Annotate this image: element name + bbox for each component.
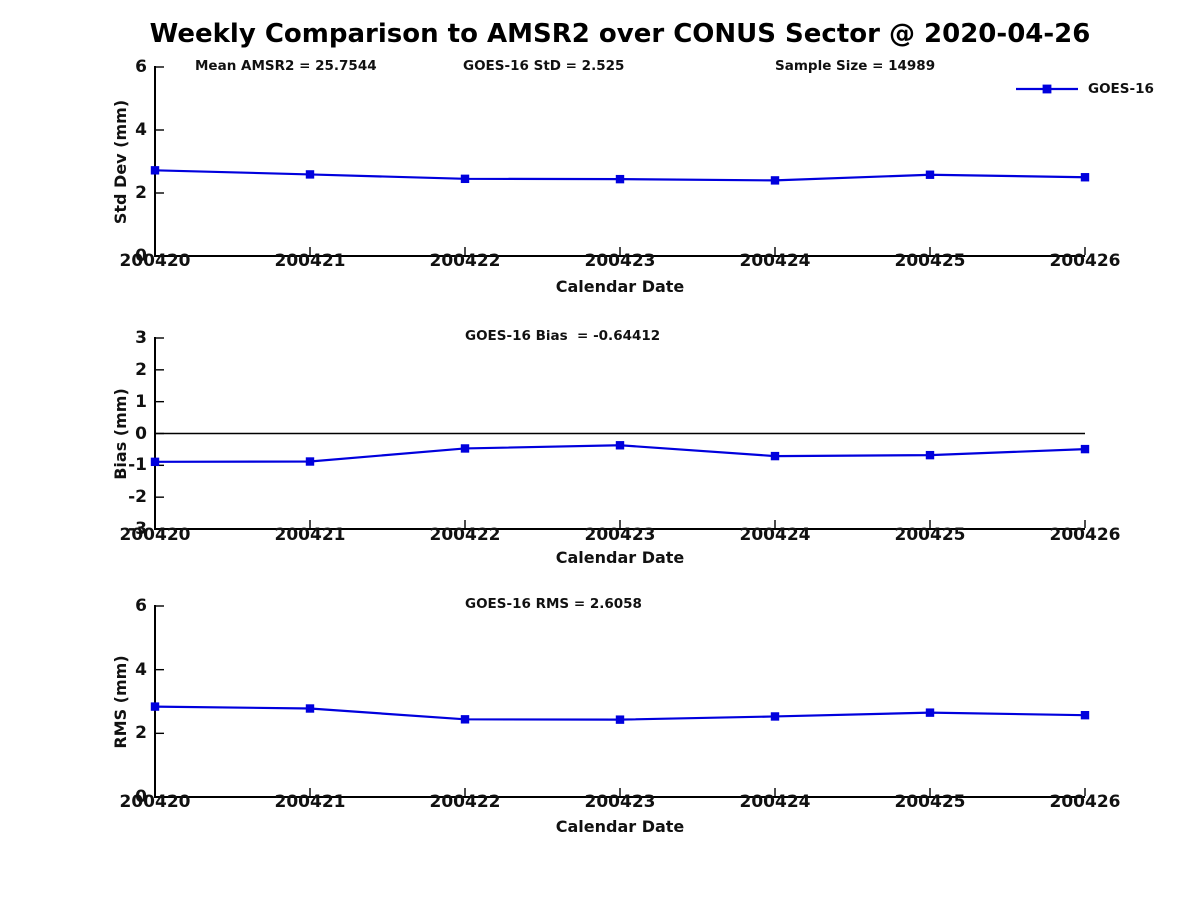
- x-tick-label: 200426: [1049, 525, 1121, 545]
- x-tick-label: 200423: [584, 251, 656, 271]
- x-tick-label: 200424: [739, 792, 811, 812]
- x-tick-label: 200421: [274, 792, 346, 812]
- data-point-marker: [150, 457, 160, 467]
- x-tick-label: 200426: [1049, 792, 1121, 812]
- data-point-marker: [305, 170, 315, 179]
- x-axis-label: Calendar Date: [555, 548, 685, 567]
- x-axis-label: Calendar Date: [555, 817, 685, 836]
- y-tick-label: 2: [135, 723, 147, 744]
- y-tick-label: 0: [135, 787, 147, 807]
- y-axis-label: Bias (mm): [111, 387, 130, 480]
- data-point-marker: [460, 715, 470, 724]
- data-point-marker: [925, 450, 935, 460]
- data-point-marker: [770, 176, 780, 185]
- x-tick-label: 200422: [429, 792, 501, 812]
- data-point-marker: [305, 704, 315, 713]
- x-tick-label: 200420: [119, 792, 191, 812]
- data-point-marker: [150, 166, 160, 175]
- y-tick-label: 6: [135, 57, 147, 77]
- y-tick-label: 3: [135, 328, 147, 348]
- annotation: Sample Size = 14989: [775, 58, 936, 74]
- y-tick-label: 2: [135, 359, 147, 380]
- x-tick-label: 200425: [894, 792, 966, 812]
- data-point-marker: [305, 457, 315, 466]
- x-tick-label: 200426: [1049, 251, 1121, 271]
- y-tick-label: 6: [135, 596, 147, 616]
- y-tick-label: 4: [135, 659, 147, 680]
- annotation: Mean AMSR2 = 25.7544: [195, 58, 377, 74]
- y-tick-label: -2: [128, 487, 147, 508]
- y-tick-label: 0: [135, 246, 147, 266]
- legend-marker-icon: [1042, 84, 1052, 94]
- y-tick-label: 0: [135, 423, 147, 444]
- data-point-marker: [925, 170, 935, 179]
- x-tick-label: 200422: [429, 251, 501, 271]
- y-tick-label: -1: [128, 455, 147, 476]
- x-tick-label: 200422: [429, 525, 501, 545]
- y-tick-label: 4: [135, 120, 147, 140]
- axis-std-dev: [154, 66, 1085, 257]
- y-axis-label: Std Dev (mm): [111, 99, 130, 224]
- y-axis-label: RMS (mm): [111, 654, 130, 749]
- legend: GOES-16: [1012, 78, 1154, 100]
- y-tick-label: 1: [135, 391, 147, 412]
- x-tick-label: 200423: [584, 525, 656, 545]
- x-tick-label: 200425: [894, 251, 966, 271]
- data-point-marker: [1080, 710, 1090, 720]
- annotation: GOES-16 RMS = 2.6058: [465, 596, 642, 612]
- chart-title: Weekly Comparison to AMSR2 over CONUS Se…: [149, 19, 1091, 49]
- x-axis-label: Calendar Date: [555, 277, 685, 296]
- legend-key-icon: [1016, 84, 1078, 94]
- annotation: GOES-16 StD = 2.525: [463, 58, 625, 74]
- x-tick-label: 200423: [584, 792, 656, 812]
- x-tick-label: 200424: [739, 251, 811, 271]
- data-point-marker: [770, 451, 780, 461]
- axis-bias: [154, 337, 1085, 530]
- data-point-marker: [615, 441, 625, 450]
- x-tick-label: 200424: [739, 525, 811, 545]
- data-point-marker: [770, 712, 780, 721]
- x-tick-label: 200421: [274, 525, 346, 545]
- data-point-marker: [1080, 173, 1090, 182]
- x-tick-label: 200420: [119, 251, 191, 271]
- data-point-marker: [615, 715, 625, 724]
- annotation: GOES-16 Bias = -0.64412: [465, 328, 661, 344]
- data-point-marker: [460, 174, 470, 184]
- x-tick-label: 200425: [894, 525, 966, 545]
- data-point-marker: [1080, 444, 1090, 454]
- data-point-marker: [925, 708, 935, 717]
- data-point-marker: [460, 444, 470, 453]
- axis-rms: [154, 605, 1085, 798]
- x-tick-label: 200421: [274, 251, 346, 271]
- legend-label: GOES-16: [1088, 81, 1154, 97]
- data-point-marker: [615, 174, 625, 184]
- y-tick-label: -3: [128, 519, 147, 539]
- x-tick-label: 200420: [119, 525, 191, 545]
- y-tick-label: 2: [135, 183, 147, 203]
- data-point-marker: [150, 702, 160, 711]
